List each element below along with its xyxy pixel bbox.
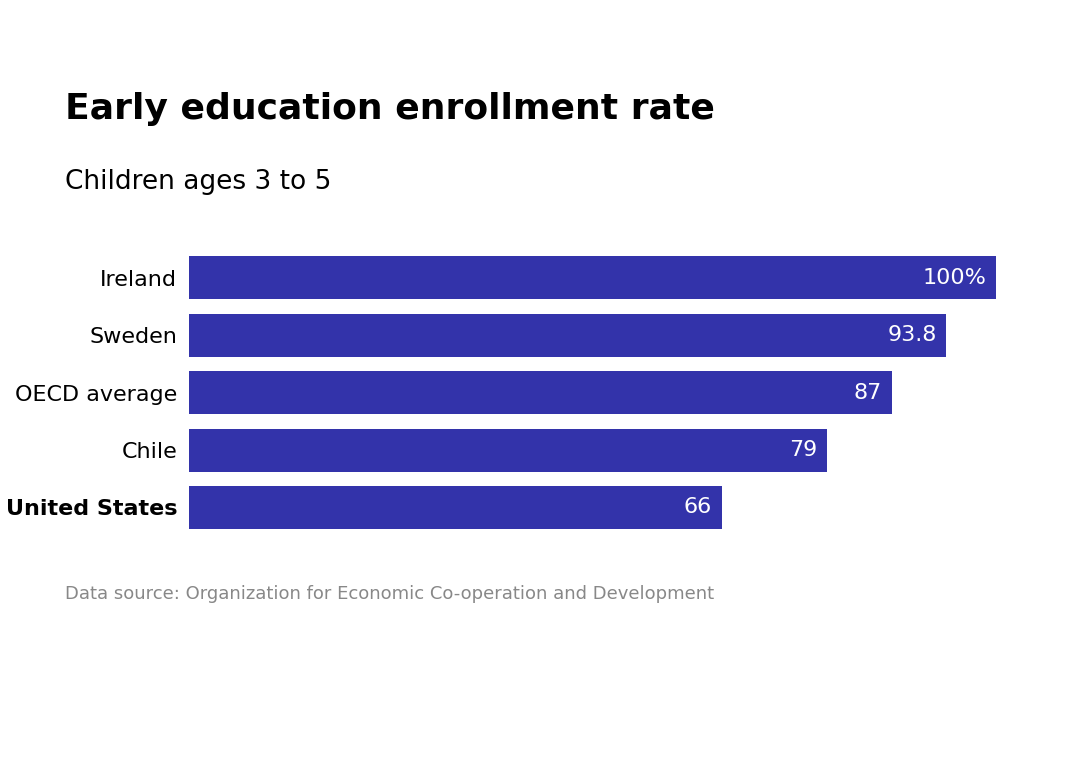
Text: Children ages 3 to 5: Children ages 3 to 5 [65, 169, 332, 196]
Bar [189, 486, 721, 529]
Text: 93.8: 93.8 [888, 326, 936, 345]
Text: 79: 79 [789, 440, 818, 460]
Text: Early education enrollment rate: Early education enrollment rate [65, 92, 715, 126]
Bar [189, 429, 827, 471]
Bar [189, 314, 946, 357]
Text: 100%: 100% [923, 268, 987, 288]
Bar [189, 256, 997, 300]
Text: 87: 87 [853, 383, 881, 403]
Text: 66: 66 [684, 497, 712, 517]
Bar [189, 371, 891, 414]
Text: Data source: Organization for Economic Co-operation and Development: Data source: Organization for Economic C… [65, 585, 714, 603]
